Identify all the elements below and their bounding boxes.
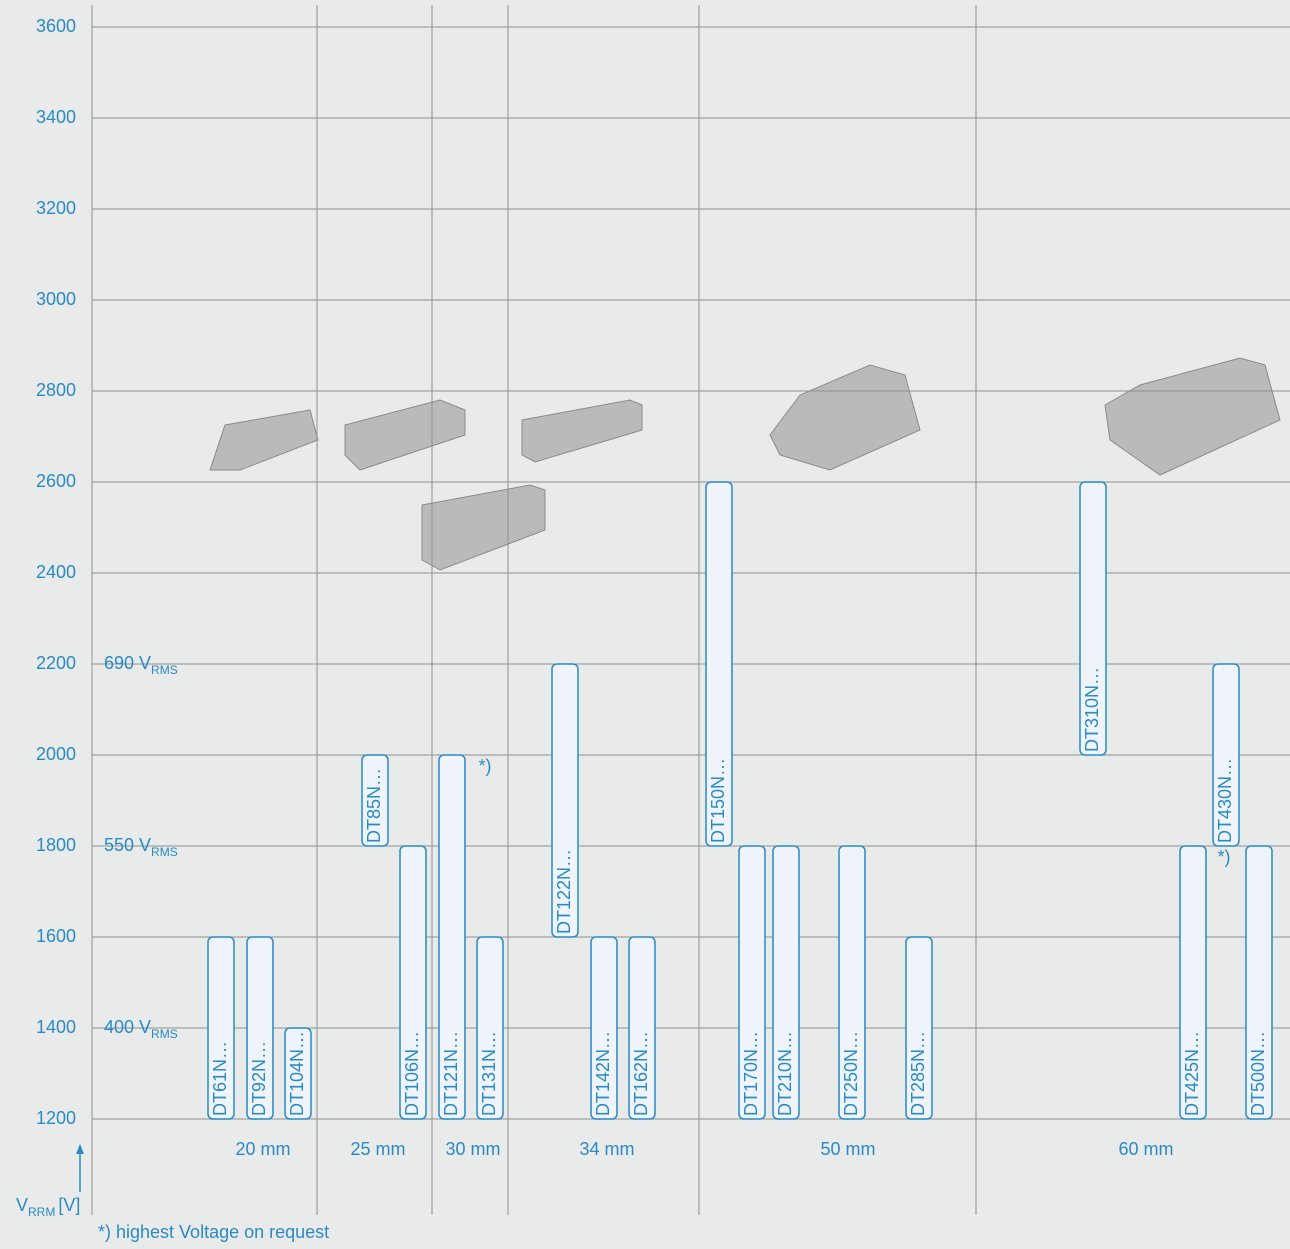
y-tick-label: 1400 [36, 1017, 76, 1037]
y-tick-label: 3200 [36, 198, 76, 218]
group-label: 20 mm [235, 1139, 290, 1159]
range-bar [738, 845, 766, 1120]
group-label: 60 mm [1118, 1139, 1173, 1159]
range-bar [772, 845, 800, 1120]
y-tick-label: 3600 [36, 16, 76, 36]
bar-label: DT122N… [554, 849, 574, 934]
range-bar [628, 936, 656, 1120]
bar-label: DT121N… [441, 1031, 461, 1116]
bar-label: DT61N… [210, 1041, 230, 1116]
range-bar [1079, 481, 1107, 756]
group-label: 34 mm [579, 1139, 634, 1159]
range-bar [207, 936, 235, 1120]
reference-subscript: RMS [151, 845, 178, 859]
reference-text: 400 V [104, 1017, 151, 1037]
bar-label: DT170N… [741, 1031, 761, 1116]
bar-label: DT150N… [708, 758, 728, 843]
range-bar [590, 936, 618, 1120]
y-tick-label: 1200 [36, 1108, 76, 1128]
range-bar [1179, 845, 1207, 1120]
y-axis-label-sub: RRM [28, 1205, 55, 1219]
range-bar [399, 845, 427, 1120]
y-tick-label: 3000 [36, 289, 76, 309]
reference-text: 690 V [104, 653, 151, 673]
y-axis-label-main: V [16, 1195, 28, 1215]
bar-label: DT92N… [249, 1041, 269, 1116]
range-bar [551, 663, 579, 938]
module-picture [344, 399, 466, 471]
y-axis-label: VRRM [V] [16, 1195, 80, 1219]
y-tick-label: 2800 [36, 380, 76, 400]
range-bar [1245, 845, 1273, 1120]
range-bar [284, 1027, 312, 1120]
bar-label: DT106N… [402, 1031, 422, 1116]
range-bar [705, 481, 733, 847]
range-bar [361, 754, 389, 847]
module-picture [421, 484, 546, 571]
y-tick-label: 1800 [36, 835, 76, 855]
range-bar [1212, 663, 1240, 847]
range-bar [838, 845, 866, 1120]
bar-label: DT85N… [364, 768, 384, 843]
y-tick-label: 2000 [36, 744, 76, 764]
annotation: *) [479, 756, 492, 776]
reference-label: 550 VRMS [104, 835, 178, 859]
axis-arrowhead [76, 1144, 84, 1154]
bar-label: DT104N… [287, 1031, 307, 1116]
y-tick-label: 2200 [36, 653, 76, 673]
range-bar [476, 936, 504, 1120]
bar-label: DT162N… [631, 1031, 651, 1116]
bar-label: DT285N… [908, 1031, 928, 1116]
module-picture [521, 399, 643, 463]
bar-label: DT142N… [593, 1031, 613, 1116]
reference-subscript: RMS [151, 663, 178, 677]
group-label: 30 mm [445, 1139, 500, 1159]
range-bar [246, 936, 274, 1120]
range-bar [438, 754, 466, 1120]
annotation: *) [1218, 847, 1231, 867]
bar-label: DT310N… [1082, 667, 1102, 752]
module-picture [1104, 357, 1281, 476]
reference-label: 400 VRMS [104, 1017, 178, 1041]
y-tick-label: 1600 [36, 926, 76, 946]
bar-label: DT131N… [479, 1031, 499, 1116]
y-tick-label: 2400 [36, 562, 76, 582]
bar-label: DT425N… [1182, 1031, 1202, 1116]
group-label: 50 mm [820, 1139, 875, 1159]
reference-label: 690 VRMS [104, 653, 178, 677]
range-bar [905, 936, 933, 1120]
bar-label: DT250N… [841, 1031, 861, 1116]
group-label: 25 mm [350, 1139, 405, 1159]
bar-label: DT210N… [775, 1031, 795, 1116]
module-picture [209, 409, 319, 471]
reference-text: 550 V [104, 835, 151, 855]
y-tick-label: 2600 [36, 471, 76, 491]
y-axis-label-unit: [V] [58, 1195, 80, 1215]
footnote: *) highest Voltage on request [98, 1222, 329, 1242]
bar-label: DT500N… [1248, 1031, 1268, 1116]
reference-subscript: RMS [151, 1027, 178, 1041]
y-tick-label: 3400 [36, 107, 76, 127]
bar-label: DT430N… [1215, 758, 1235, 843]
